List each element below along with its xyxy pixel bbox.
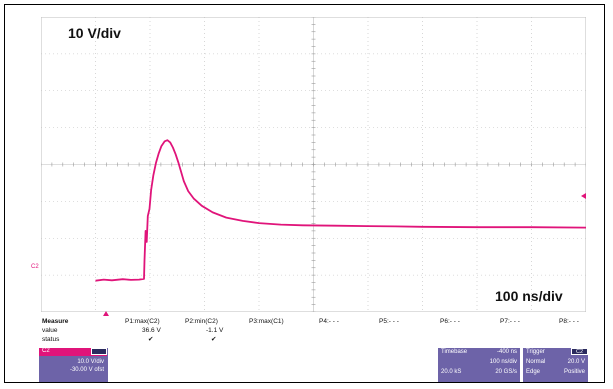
waveform-trace-c2 [95, 139, 586, 282]
trigger-mode: Normal [526, 359, 546, 365]
channel-c2-color-bar: C2 [39, 348, 107, 356]
channel-c2-label: C2 [42, 348, 50, 354]
trigger-slope: Positive [563, 369, 585, 375]
scope-graticule-display [41, 17, 586, 312]
channel-c2-scale: 10.0 V/div [77, 359, 104, 365]
measure-value-p2: -1.1 V [206, 327, 224, 334]
timebase-title: Timebase [441, 349, 468, 355]
channel-c2-tag [91, 348, 107, 355]
timebase-scale-label: 100 ns/div [495, 288, 563, 304]
measure-param-p5[interactable]: P5:- - - [379, 318, 399, 325]
measure-param-p6[interactable]: P6:- - - [440, 318, 460, 325]
trigger-descriptor[interactable]: Trigger C2 Normal 20.0 V Edge Positive [523, 348, 588, 382]
info-panels: C2 10.0 V/div -30.00 V ofst Timebase -40… [5, 348, 606, 382]
timebase-descriptor[interactable]: Timebase -400 ns 100 ns/div 20.0 kS 20 G… [438, 348, 520, 382]
timebase-samples: 20.0 kS [441, 369, 462, 375]
timebase-per-div: 100 ns/div [489, 359, 517, 365]
channel-c2-descriptor[interactable]: C2 10.0 V/div -30.00 V ofst [39, 348, 108, 382]
measure-param-p3[interactable]: P3:max(C1) [249, 318, 284, 325]
vertical-scale-label: 10 V/div [68, 25, 121, 41]
trigger-position-marker[interactable] [103, 311, 109, 316]
measure-param-p4[interactable]: P4:- - - [319, 318, 339, 325]
trigger-level: 20.0 V [567, 359, 585, 365]
channel-ground-marker[interactable]: C2 [31, 264, 39, 270]
measure-value-p1: 36.6 V [142, 327, 161, 334]
trigger-level-marker[interactable] [581, 193, 586, 199]
trigger-channel-tag: C2 [571, 348, 588, 355]
measure-status-p1: ✔ [148, 336, 154, 343]
measure-param-p7[interactable]: P7:- - - [500, 318, 520, 325]
measure-param-p8[interactable]: P8:- - - [559, 318, 579, 325]
measure-status-label: status [42, 336, 60, 343]
trigger-type: Edge [526, 369, 541, 375]
trigger-title: Trigger [526, 349, 545, 355]
measure-value-label: value [42, 327, 58, 334]
timebase-delay: -400 ns [496, 349, 517, 355]
measure-param-p1[interactable]: P1:max(C2) [125, 318, 160, 325]
scope-capture-frame: 10 V/div 100 ns/div C2 Measure P1:max(C2… [4, 4, 605, 383]
measure-header: Measure [42, 318, 69, 325]
measure-param-p2[interactable]: P2:min(C2) [185, 318, 218, 325]
measure-status-p2: ✔ [211, 336, 217, 343]
measure-table: Measure P1:max(C2) P2:min(C2) P3:max(C1)… [5, 318, 606, 344]
timebase-sample-rate: 20 GS/s [495, 369, 517, 375]
graticule-center-ticks [41, 17, 586, 312]
channel-c2-offset: -30.00 V ofst [69, 367, 104, 373]
